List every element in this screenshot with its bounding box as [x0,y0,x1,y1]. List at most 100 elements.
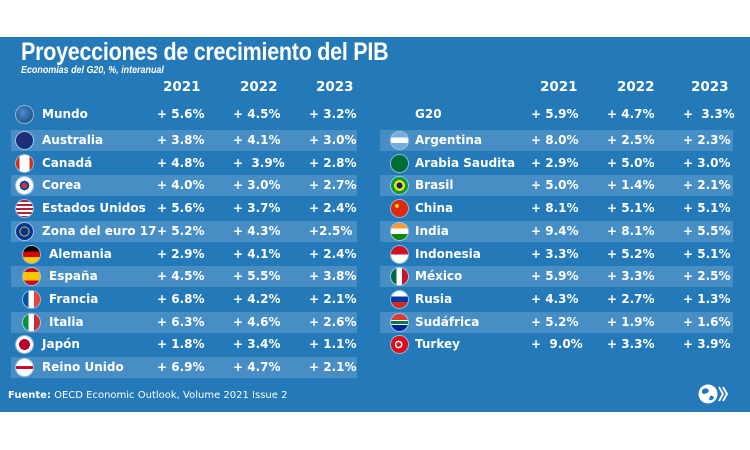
value-2021: + 6.9% [157,360,205,374]
table-row: Brasil + 5.0% + 1.4% + 2.1% [380,175,733,197]
value-2023: + 3.3% [683,107,735,121]
value-2021: + 5.6% [157,107,205,121]
value-2022: + 4.5% [233,107,281,121]
country-name: Italia [49,314,84,329]
value-2022: + 4.2% [233,291,281,306]
value-2022: + 5.0% [607,155,655,170]
value-2021: + 5.0% [531,178,579,193]
country-name: G20 [415,107,442,121]
table-row: India + 9.4% + 8.1% + 5.5% [380,220,733,242]
value-2022: + 3.0% [233,178,281,193]
argentina-flag-icon [391,132,408,149]
value-2022: + 4.6% [233,314,281,329]
country-name: Zona del euro 17 [42,223,157,238]
turkey-flag-icon [391,336,408,354]
value-2021: + 3.8% [157,133,205,147]
source-note: Fuente: OECD Economic Outlook, Volume 20… [8,390,287,401]
table-row: Sudáfrica + 5.2% + 1.9% + 1.6% [380,311,733,333]
country-name: Sudáfrica [415,314,480,329]
table-row: Australia + 3.8% + 4.1% + 3.0% [11,130,357,151]
value-2021: + 4.8% [157,155,205,170]
country-name: Australia [42,133,104,147]
table-row: Alemania + 2.9% + 4.1% + 2.4% [11,244,357,265]
oecd-logo-icon [698,384,728,404]
table-row: Indonesia + 3.3% + 5.2% + 5.1% [380,244,733,265]
value-2022: + 5.1% [607,201,655,216]
table-row: Rusia + 4.3% + 2.7% + 1.3% [380,289,733,310]
france-flag-icon [23,290,40,308]
value-2022: + 4.1% [233,246,281,261]
value-2022: + 4.7% [233,360,281,374]
table-row: Arabia Saudita + 2.9% + 5.0% + 3.0% [380,153,733,174]
uk-flag-icon [16,359,33,376]
value-2022: + 3.4% [233,337,281,352]
russia-flag-icon [391,290,408,308]
value-2023: + 1.1% [309,337,357,352]
table-row: Francia + 6.8% + 4.2% + 2.1% [11,289,357,310]
country-name: Estados Unidos [42,201,146,216]
japan-flag-icon [16,336,33,354]
germany-flag-icon [23,245,40,263]
value-2023: + 2.5% [683,269,731,284]
saudi-arabia-flag-icon [391,154,408,172]
value-2022: + 3.3% [607,269,655,284]
value-2023: + 3.0% [683,155,731,170]
table-row: Corea + 4.0% + 3.0% + 2.7% [11,175,357,197]
country-name: Argentina [415,133,482,147]
korea-flag-icon [16,177,33,195]
country-name: Reino Unido [42,360,124,374]
brazil-flag-icon [391,177,408,195]
value-2023: + 5.5% [683,223,731,238]
value-2023: + 1.6% [683,314,731,329]
country-name: Rusia [415,291,453,306]
usa-flag-icon [16,200,33,218]
value-2021: + 5.2% [531,314,579,329]
value-2021: + 5.6% [157,201,205,216]
value-2023: + 2.6% [309,314,357,329]
value-2021: + 4.5% [157,269,205,284]
table-row: Zona del euro 17 + 5.2% + 4.3% +2.5% [11,220,357,242]
value-2023: + 3.9% [683,337,731,352]
value-2021: + 4.0% [157,178,205,193]
value-2023: + 2.8% [309,155,357,170]
country-name: Alemania [49,246,112,261]
value-2023: + 3.2% [309,107,357,121]
value-2021: + 5.9% [531,107,579,121]
value-2021: + 9.4% [531,223,579,238]
table-row: Canadá + 4.8% + 3.9% + 2.8% [11,153,357,174]
table-row: China + 8.1% + 5.1% + 5.1% [380,198,733,219]
value-2022: + 3.9% [233,155,285,170]
value-2021: + 8.1% [531,201,579,216]
country-name: India [415,223,449,238]
country-name: México [415,269,463,284]
page-title: Proyecciones de crecimiento del PIB [21,38,389,66]
value-2023: + 2.1% [309,360,357,374]
value-2021: + 8.0% [531,133,579,147]
value-2021: + 3.3% [531,246,579,261]
country-name: España [49,269,98,284]
eu-flag-icon [16,222,33,240]
canada-flag-icon [16,154,33,172]
value-2022: + 4.1% [233,133,281,147]
value-2021: + 5.9% [531,269,579,284]
value-2023: + 5.1% [683,201,731,216]
spain-flag-icon [23,268,40,286]
value-2022: + 1.4% [607,178,655,193]
value-2023: + 2.7% [309,178,357,193]
table-row: Japón + 1.8% + 3.4% + 1.1% [11,334,357,355]
globe-icon [16,106,33,123]
table-row: España + 4.5% + 5.5% + 3.8% [11,266,357,288]
mexico-flag-icon [391,268,408,286]
table-row: Italia + 6.3% + 4.6% + 2.6% [11,311,357,333]
infographic-panel [0,37,750,412]
value-2022: + 2.5% [607,133,655,147]
country-name: Indonesia [415,246,481,261]
china-flag-icon [391,200,408,218]
value-2023: + 2.1% [309,291,357,306]
value-2023: + 2.3% [683,133,731,147]
value-2021: + 1.8% [157,337,205,352]
country-name: China [415,201,454,216]
country-name: Mundo [42,107,88,121]
country-name: Francia [49,291,99,306]
source-text: OECD Economic Outlook, Volume 2021 Issue… [50,390,288,401]
